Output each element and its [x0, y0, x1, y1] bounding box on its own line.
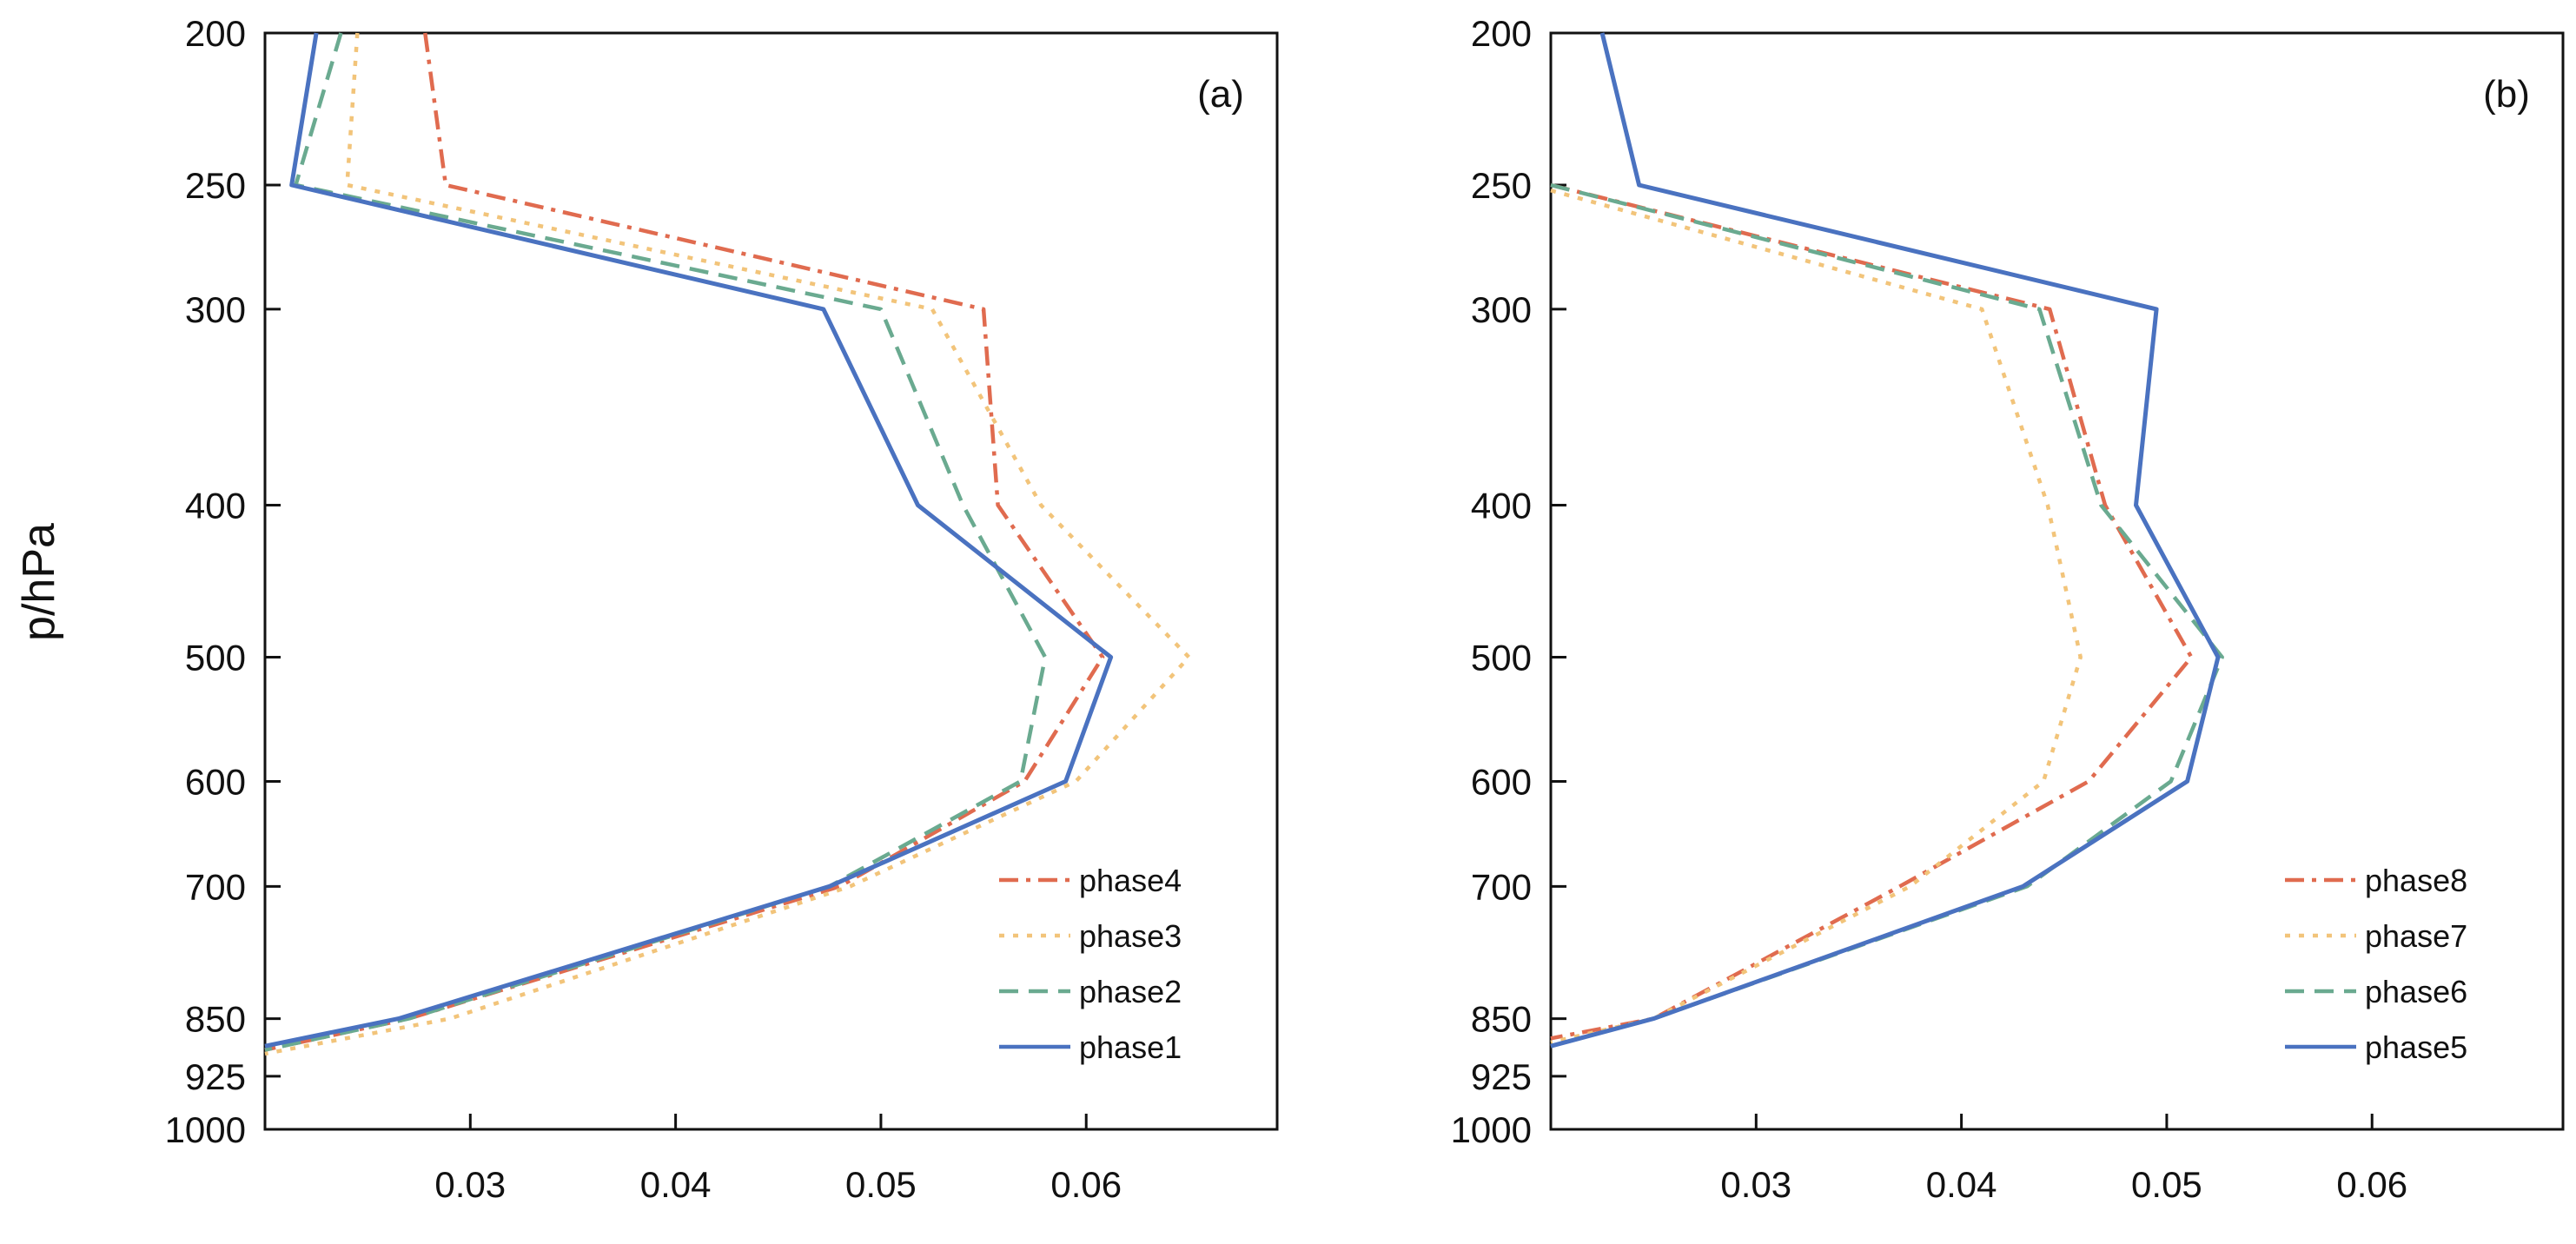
panel-a: 0.03 0.04 0.05 0.06 200 250 300 400 500 600 700 85… — [165, 13, 1279, 1205]
y-tick-label: 200 — [185, 13, 246, 54]
x-tick-label: 0.06 — [2336, 1164, 2407, 1205]
panel-a-x-ticks: 0.03 0.04 0.05 0.06 — [434, 1114, 1122, 1205]
legend-label-phase7: phase7 — [2365, 918, 2467, 954]
legend-label-phase4: phase4 — [1079, 863, 1182, 898]
series-line-phase6 — [1550, 182, 2224, 1049]
y-tick-label: 850 — [1471, 999, 1532, 1040]
x-tick-label: 0.04 — [1926, 1164, 1997, 1205]
y-tick-label: 200 — [1471, 13, 1532, 54]
series-line-phase4 — [264, 32, 1105, 1052]
series-line-phase7 — [1550, 189, 2083, 1044]
panel-a-y-ticks: 200 250 300 400 500 600 700 850 925 1000 — [165, 13, 281, 1150]
panel-a-series — [264, 32, 1191, 1056]
legend-label-phase1: phase1 — [1079, 1029, 1182, 1065]
legend-label-phase8: phase8 — [2365, 863, 2467, 898]
panel-b-x-ticks: 0.03 0.04 0.05 0.06 — [1720, 1114, 2407, 1205]
y-tick-label: 300 — [185, 289, 246, 330]
series-line-phase2 — [264, 32, 1048, 1052]
series-line-phase3 — [264, 32, 1191, 1056]
legend-label-phase3: phase3 — [1079, 918, 1182, 954]
y-tick-label: 850 — [185, 999, 246, 1040]
series-line-phase1 — [264, 32, 1114, 1049]
series-line-phase8 — [1550, 182, 2194, 1041]
legend-label-phase2: phase2 — [1079, 974, 1182, 1009]
y-tick-label: 400 — [185, 486, 246, 526]
y-tick-label: 925 — [1471, 1056, 1532, 1097]
y-tick-label: 925 — [185, 1056, 246, 1097]
panel-b-legend: phase8 phase7 phase6 phase5 — [2285, 863, 2467, 1065]
panel-b-series — [1550, 32, 2224, 1049]
y-tick-label: 700 — [1471, 866, 1532, 907]
x-tick-label: 0.05 — [845, 1164, 917, 1205]
x-tick-label: 0.06 — [1050, 1164, 1122, 1205]
panel-a-frame — [263, 31, 1279, 1131]
x-tick-label: 0.03 — [1720, 1164, 1791, 1205]
y-axis-title: p/hPa — [14, 523, 64, 641]
y-tick-label: 250 — [185, 165, 246, 206]
legend-label-phase6: phase6 — [2365, 974, 2467, 1009]
panel-b-frame — [1549, 31, 2565, 1131]
y-tick-label: 700 — [185, 866, 246, 907]
panel-b: 0.03 0.04 0.05 0.06 200 250 300 400 500 600 700 85… — [1451, 13, 2565, 1205]
y-tick-label: 300 — [1471, 289, 1532, 330]
series-line-phase5 — [1550, 32, 2221, 1049]
panel-b-y-ticks: 200 250 300 400 500 600 700 850 925 1000 — [1451, 13, 1566, 1150]
x-tick-label: 0.05 — [2131, 1164, 2202, 1205]
y-tick-label: 600 — [1471, 761, 1532, 802]
y-tick-label: 250 — [1471, 165, 1532, 206]
x-tick-label: 0.03 — [434, 1164, 506, 1205]
y-tick-label: 600 — [185, 761, 246, 802]
y-tick-label: 500 — [185, 637, 246, 678]
x-tick-label: 0.04 — [640, 1164, 712, 1205]
legend-label-phase5: phase5 — [2365, 1029, 2467, 1065]
y-tick-label: 1000 — [1451, 1109, 1532, 1150]
y-tick-label: 1000 — [165, 1109, 246, 1150]
panel-a-label: (a) — [1197, 73, 1244, 116]
panel-b-label: (b) — [2483, 73, 2530, 116]
panel-a-legend: phase4 phase3 phase2 phase1 — [999, 863, 1182, 1065]
y-tick-label: 400 — [1471, 486, 1532, 526]
y-tick-label: 500 — [1471, 637, 1532, 678]
